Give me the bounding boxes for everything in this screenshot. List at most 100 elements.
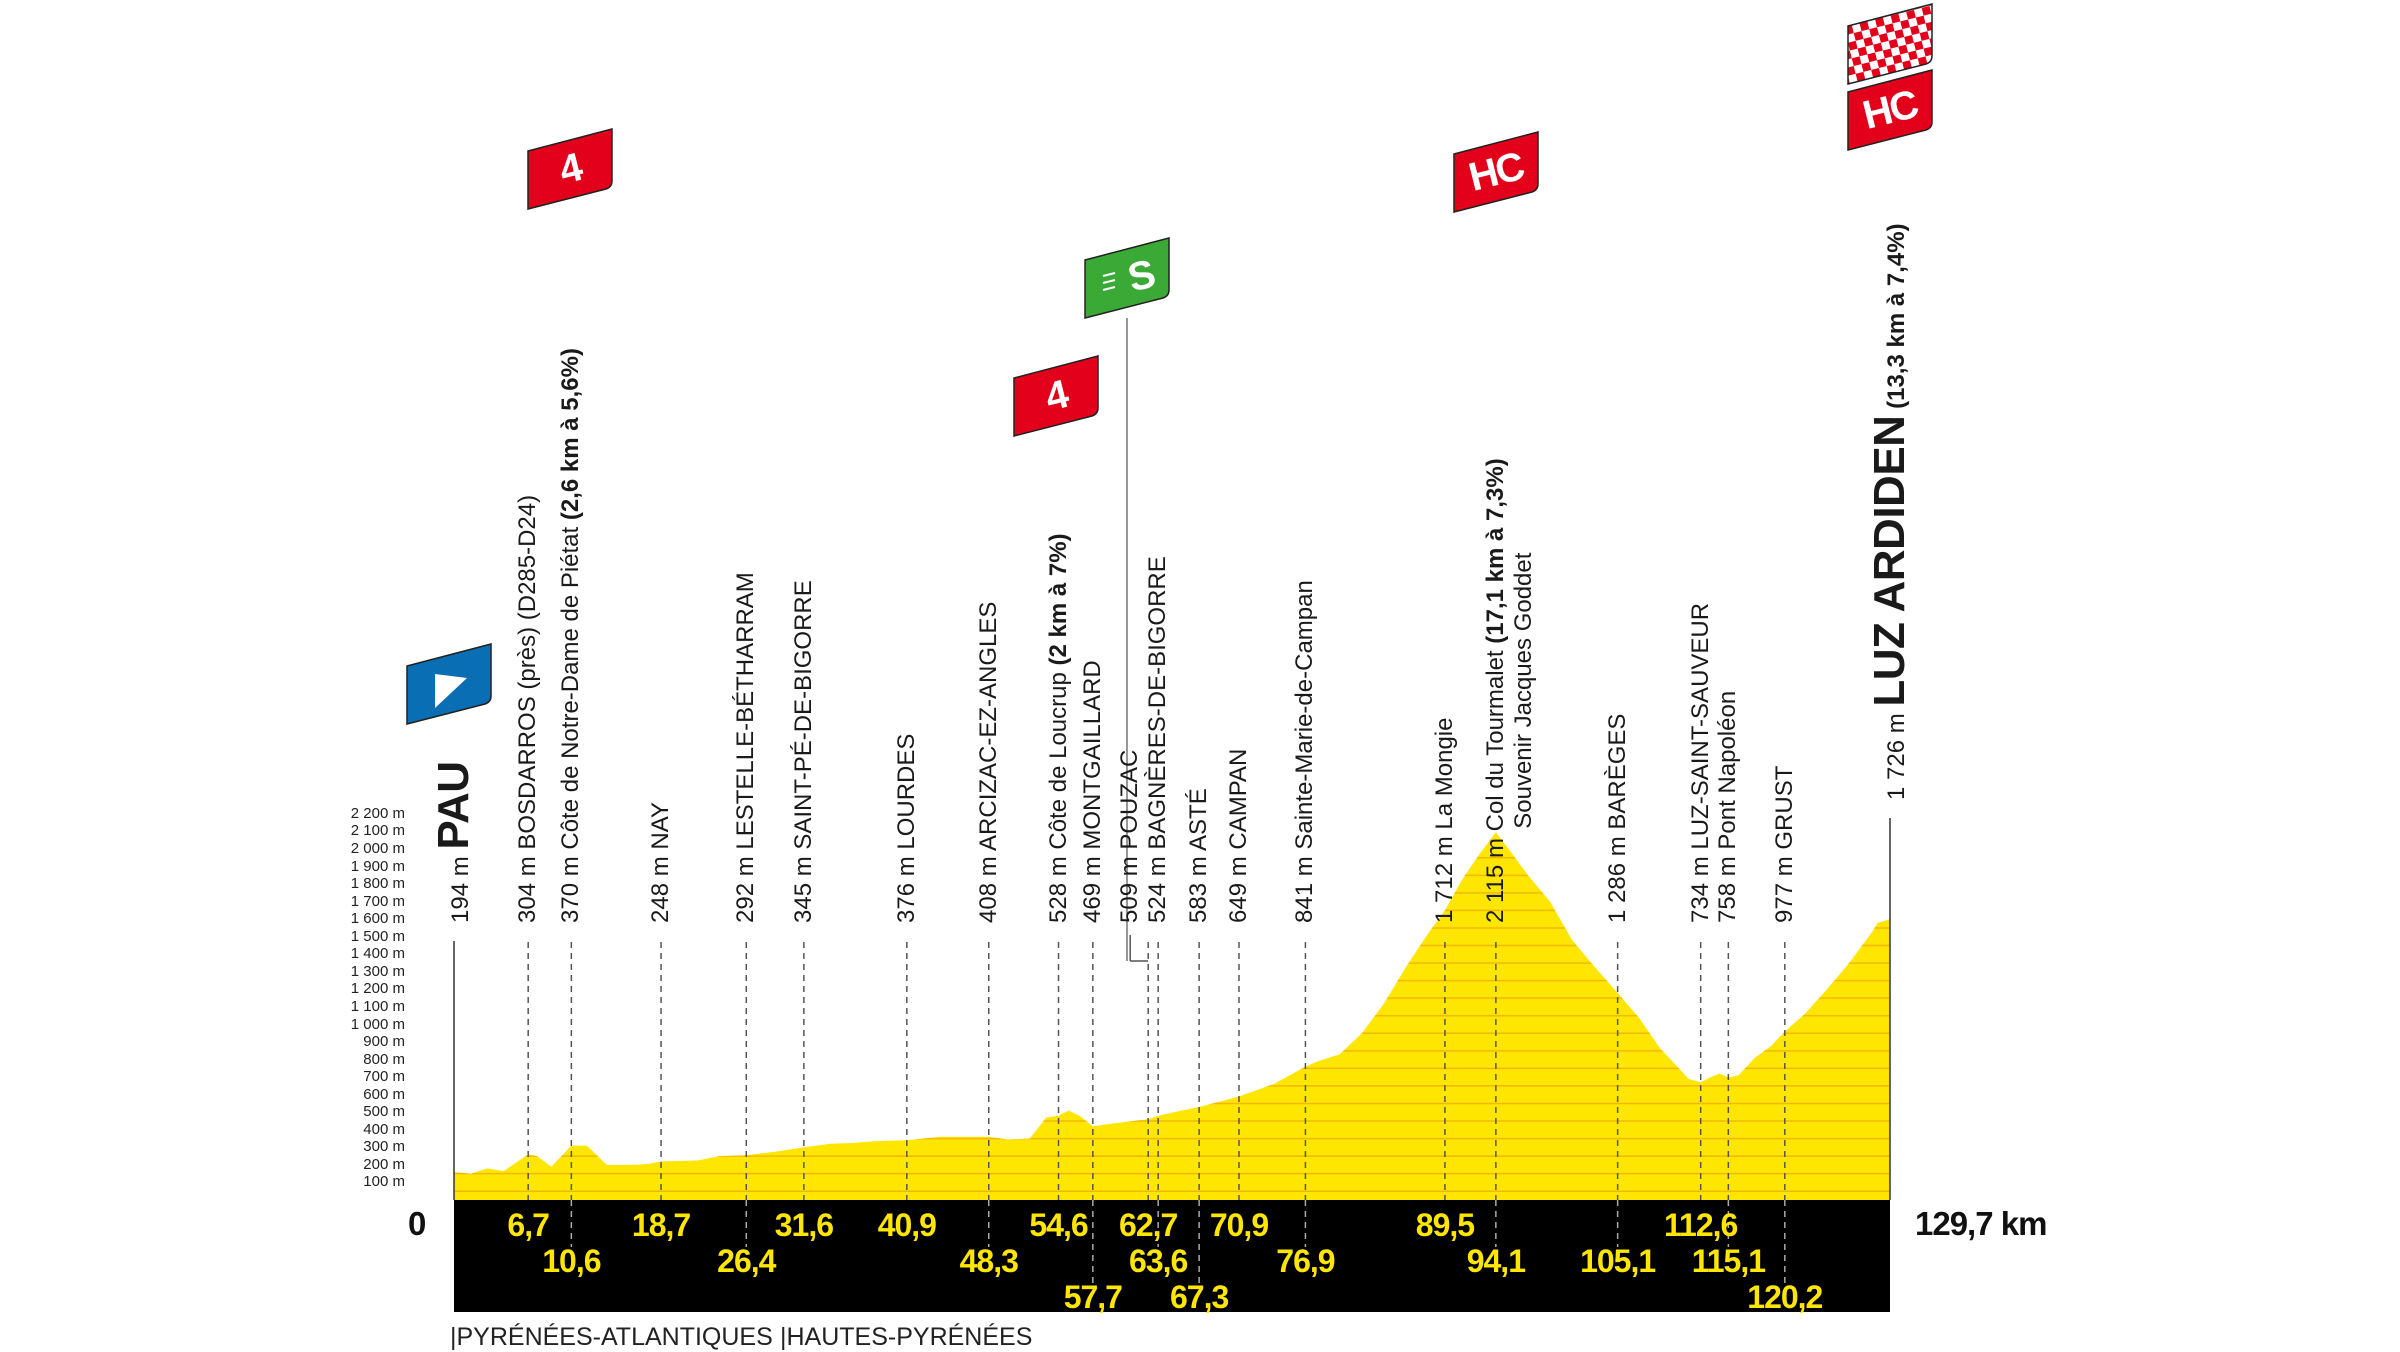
location-label: 304 m BOSDARROS (près) (D285-D24) — [514, 495, 542, 923]
location-elevation: 370 m — [557, 856, 585, 923]
location-name: MONTGAILLARD — [1078, 660, 1106, 850]
location-elevation: 528 m — [1044, 856, 1072, 923]
km-label: 67,3 — [1169, 1279, 1229, 1315]
location-label: 649 m CAMPAN — [1225, 749, 1253, 923]
location-elevation: 2 115 m — [1481, 838, 1509, 923]
km-label: 48,3 — [959, 1243, 1019, 1279]
km-label: 105,1 — [1580, 1243, 1656, 1279]
location-label: 841 m Sainte-Marie-de-Campan — [1291, 580, 1319, 923]
y-tick-label: 300 m — [363, 1138, 405, 1156]
y-tick-label: 100 m — [363, 1173, 405, 1191]
location-label: 248 m NAY — [647, 802, 675, 923]
y-tick-label: 600 m — [363, 1085, 405, 1103]
department-hautes-pyrenees: |HAUTES-PYRÉNÉES — [780, 1323, 1033, 1351]
location-elevation: 1 726 m — [1883, 713, 1910, 800]
location-elevation: 194 m — [447, 856, 474, 923]
location-marker-lines — [453, 318, 1891, 1283]
sprint-flag: S — [1083, 236, 1171, 320]
location-elevation: 734 m — [1686, 856, 1714, 923]
km-label: 76,9 — [1276, 1243, 1335, 1279]
location-elevation: 524 m — [1144, 856, 1172, 923]
km-label: 120,2 — [1747, 1279, 1823, 1315]
location-label: 2 115 m Col du Tourmalet (17,1 km à 7,3%… — [1482, 458, 1538, 923]
start-km-label: 0 — [408, 1205, 426, 1242]
y-tick-label: 800 m — [363, 1050, 405, 1068]
location-label: 194 m PAU — [429, 761, 478, 923]
km-label: 94,1 — [1466, 1243, 1526, 1279]
km-label: 63,6 — [1129, 1243, 1188, 1279]
km-label: 31,6 — [774, 1207, 834, 1243]
location-label: 1 286 m BARÈGES — [1604, 714, 1632, 923]
y-tick-label: 900 m — [363, 1033, 405, 1051]
climb-details: (13,3 km à 7,4%) — [1883, 223, 1910, 409]
location-elevation: 469 m — [1078, 856, 1106, 923]
location-label: 734 m LUZ-SAINT-SAUVEUR — [1687, 603, 1715, 923]
location-elevation: 304 m — [514, 856, 542, 923]
location-label: 758 m Pont Napoléon — [1714, 691, 1742, 923]
y-tick-label: 2 000 m — [350, 840, 405, 857]
start-triangle-icon — [435, 674, 467, 708]
location-elevation: 292 m — [732, 856, 760, 923]
location-label: 376 m LOURDES — [893, 734, 921, 923]
location-name: ARCIZAC-EZ-ANGLES — [974, 601, 1002, 851]
location-label: 524 m BAGNÈRES-DE-BIGORRE — [1144, 556, 1172, 923]
y-tick-label: 2 100 m — [350, 822, 405, 840]
location-name: POUZAC — [1116, 749, 1144, 850]
location-name: LOURDES — [892, 733, 920, 850]
location-name: LESTELLE-BÉTHARRAM — [732, 572, 760, 850]
location-label: 370 m Côte de Notre-Dame de Piétat (2,6 … — [557, 348, 585, 923]
location-name: GRUST — [1770, 765, 1798, 850]
location-elevation: 408 m — [974, 856, 1002, 923]
km-label: 89,5 — [1415, 1207, 1475, 1243]
y-tick-label: 1 000 m — [350, 1015, 405, 1033]
y-tick-label: 1 200 m — [350, 980, 405, 998]
y-tick-label: 1 100 m — [350, 997, 405, 1015]
location-elevation: 1 712 m — [1430, 836, 1458, 923]
y-tick-label: 400 m — [363, 1120, 405, 1138]
km-label: 54,6 — [1029, 1207, 1088, 1243]
climb-details: (2 km à 7%) — [1044, 533, 1072, 666]
location-name: CAMPAN — [1224, 748, 1252, 850]
location-name: SAINT-PÉ-DE-BIGORRE — [789, 580, 817, 850]
location-subtitle: Souvenir Jacques Goddet — [1509, 552, 1537, 829]
km-label: 40,9 — [877, 1207, 937, 1243]
km-label: 6,7 — [507, 1207, 549, 1243]
km-label: 70,9 — [1209, 1207, 1269, 1243]
climb-details: (17,1 km à 7,3%) — [1481, 458, 1509, 644]
climb-details: (2,6 km à 5,6%) — [557, 348, 585, 521]
location-name: LUZ ARDIDEN — [1865, 415, 1914, 707]
y-tick-label: 1 800 m — [350, 875, 405, 893]
km-label: 62,7 — [1119, 1207, 1178, 1243]
y-tick-label: 1 700 m — [350, 892, 405, 910]
location-elevation: 509 m — [1116, 856, 1144, 923]
elevation-profile-area — [454, 832, 1890, 1200]
location-name: Sainte-Marie-de-Campan — [1291, 580, 1319, 850]
location-elevation: 649 m — [1224, 856, 1252, 923]
climb-flag: 4 — [526, 127, 614, 211]
location-elevation: 248 m — [647, 856, 675, 923]
climb-flag: HC — [1846, 68, 1934, 152]
location-name: PAU — [429, 761, 478, 850]
location-name: BOSDARROS (près) (D285-D24) — [514, 494, 542, 850]
y-tick-label: 500 m — [363, 1103, 405, 1121]
location-elevation: 376 m — [892, 856, 920, 923]
km-band — [454, 1200, 1890, 1312]
km-label: 57,7 — [1063, 1279, 1123, 1315]
location-name: Col du Tourmalet — [1481, 650, 1509, 832]
total-distance-label: 129,7 km — [1915, 1205, 2047, 1242]
location-name: BARÈGES — [1603, 713, 1631, 830]
climb-flag: HC — [1452, 130, 1540, 214]
y-tick-label: 2 200 m — [350, 804, 405, 822]
location-name: LUZ-SAINT-SAUVEUR — [1686, 602, 1714, 850]
location-label: 345 m SAINT-PÉ-DE-BIGORRE — [790, 580, 818, 923]
location-label: 977 m GRUST — [1771, 766, 1799, 923]
sprint-icon — [1102, 272, 1116, 291]
location-elevation: 583 m — [1185, 856, 1213, 923]
location-elevation: 841 m — [1291, 856, 1319, 923]
y-tick-label: 1 300 m — [350, 962, 405, 980]
km-label: 10,6 — [542, 1243, 601, 1279]
location-label: 292 m LESTELLE-BÉTHARRAM — [732, 572, 760, 923]
climb-flag: 4 — [1012, 354, 1100, 438]
km-label: 18,7 — [631, 1207, 691, 1243]
